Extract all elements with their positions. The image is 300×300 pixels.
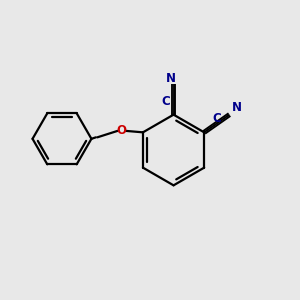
- Text: N: N: [166, 72, 176, 85]
- Text: O: O: [117, 124, 127, 137]
- Text: C: C: [212, 112, 220, 125]
- Text: N: N: [232, 101, 242, 114]
- Text: C: C: [162, 95, 171, 108]
